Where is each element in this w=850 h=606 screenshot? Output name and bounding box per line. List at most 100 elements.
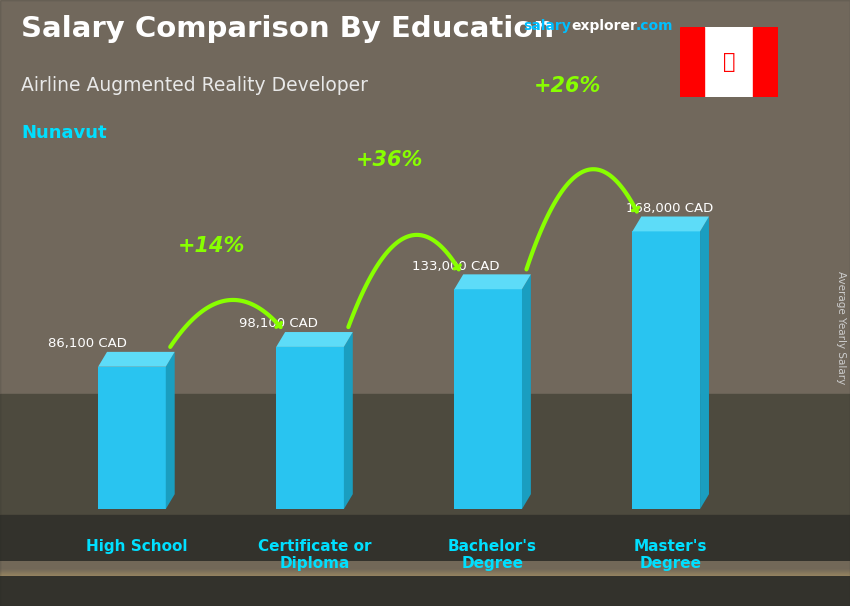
Bar [0, 394, 850, 515]
Bar [0, 565, 850, 573]
Bar [0, 568, 850, 575]
Bar [0, 562, 850, 570]
Bar [0, 0, 850, 394]
Bar [0, 564, 850, 571]
Bar [0, 566, 850, 573]
Bar [0, 515, 850, 606]
Bar [0, 564, 850, 571]
Bar [0, 568, 850, 575]
Bar [0, 563, 850, 570]
Bar [0, 562, 850, 569]
Polygon shape [344, 332, 353, 509]
Bar [0, 565, 850, 573]
Bar [0, 561, 850, 569]
Text: Average Yearly Salary: Average Yearly Salary [836, 271, 846, 384]
Bar [0, 564, 850, 571]
Bar [0, 567, 850, 574]
Bar [0, 563, 850, 571]
Text: 168,000 CAD: 168,000 CAD [626, 202, 713, 215]
Text: Airline Augmented Reality Developer: Airline Augmented Reality Developer [21, 76, 368, 95]
Bar [0, 565, 850, 572]
Bar [0, 564, 850, 571]
Text: Salary Comparison By Education: Salary Comparison By Education [21, 15, 554, 43]
Bar [0, 566, 850, 574]
Bar [0, 562, 850, 569]
Bar [98, 367, 166, 509]
Bar [0, 564, 850, 571]
Bar [0, 566, 850, 574]
Bar [0, 563, 850, 570]
Bar [0, 567, 850, 574]
Bar [0, 564, 850, 572]
Bar [0, 562, 850, 570]
Bar [0, 565, 850, 573]
Bar [0, 564, 850, 572]
Bar [0, 564, 850, 571]
Bar [0, 565, 850, 573]
Bar [0, 567, 850, 574]
Bar [0, 567, 850, 574]
Text: Bachelor's
Degree: Bachelor's Degree [448, 539, 537, 571]
Bar [680, 27, 705, 97]
Bar [0, 562, 850, 570]
Bar [0, 566, 850, 573]
Polygon shape [166, 352, 175, 509]
Bar [0, 565, 850, 572]
Bar [0, 565, 850, 572]
Polygon shape [522, 275, 531, 509]
Bar [0, 564, 850, 571]
Bar [0, 567, 850, 574]
Bar [0, 562, 850, 570]
Bar [0, 562, 850, 570]
Text: High School: High School [86, 539, 187, 554]
Bar [0, 566, 850, 574]
Text: +14%: +14% [178, 236, 245, 256]
Text: 133,000 CAD: 133,000 CAD [412, 260, 500, 273]
Bar [0, 562, 850, 570]
Polygon shape [98, 352, 175, 367]
Bar [0, 562, 850, 570]
Bar [0, 565, 850, 573]
Bar [0, 562, 850, 569]
Bar [0, 564, 850, 571]
Text: explorer: explorer [571, 19, 638, 33]
Text: 🍁: 🍁 [722, 52, 735, 72]
Bar [0, 562, 850, 569]
Polygon shape [632, 216, 709, 231]
Bar [0, 565, 850, 573]
Bar [0, 567, 850, 575]
Bar [0, 562, 850, 570]
Bar [0, 563, 850, 571]
Text: +36%: +36% [355, 150, 423, 170]
Bar [0, 565, 850, 573]
Bar [0, 566, 850, 573]
Bar [0, 568, 850, 576]
Polygon shape [276, 332, 353, 347]
Bar [0, 563, 850, 571]
Text: Nunavut: Nunavut [21, 124, 107, 142]
Bar [0, 563, 850, 570]
Bar [0, 564, 850, 572]
Text: Master's
Degree: Master's Degree [634, 539, 707, 571]
Bar [0, 565, 850, 573]
Bar [0, 568, 850, 575]
Bar [0, 567, 850, 574]
Bar [0, 567, 850, 574]
Bar [0, 565, 850, 573]
Bar [0, 568, 850, 576]
Bar [0, 564, 850, 571]
Text: Certificate or
Diploma: Certificate or Diploma [258, 539, 371, 571]
Bar [0, 567, 850, 574]
Bar [632, 231, 700, 509]
Bar [0, 567, 850, 574]
Text: 86,100 CAD: 86,100 CAD [48, 337, 127, 350]
Bar [0, 567, 850, 575]
Bar [0, 568, 850, 576]
Bar [0, 564, 850, 572]
Bar [0, 566, 850, 573]
Bar [0, 565, 850, 573]
Bar [276, 347, 344, 509]
Text: salary: salary [523, 19, 570, 33]
Bar [753, 27, 778, 97]
Text: 98,100 CAD: 98,100 CAD [239, 318, 317, 330]
